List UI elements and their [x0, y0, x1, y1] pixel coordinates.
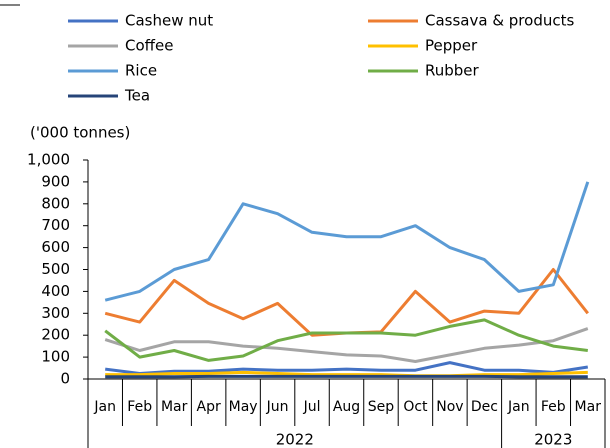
legend-label: Pepper: [425, 37, 478, 55]
y-tick-label: 1,000: [27, 151, 70, 169]
legend-label: Cashew nut: [125, 12, 213, 30]
series-line: [104, 268, 589, 337]
y-tick-label: 200: [41, 326, 70, 344]
x-tick-label: Jun: [266, 399, 289, 415]
y-tick-label: 300: [41, 304, 70, 322]
y-tick-label: 0: [60, 370, 70, 388]
y-tick-label: 700: [41, 216, 70, 234]
y-tick-label: 500: [41, 260, 70, 278]
x-tick-label: Jul: [303, 399, 321, 415]
series-line: [105, 361, 589, 375]
x-tick-label: Jan: [507, 399, 530, 415]
series-line: [105, 370, 588, 378]
legend-label: Rice: [125, 62, 157, 80]
x-tick-label: Aug: [333, 399, 360, 415]
series-line: [104, 181, 590, 302]
x-tick-label: Dec: [471, 399, 498, 415]
series-line: [104, 318, 588, 362]
x-tick-label: Jan: [93, 399, 116, 415]
series-line: [104, 327, 589, 363]
group-label: 2023: [534, 431, 572, 448]
legend-label: Cassava & products: [425, 12, 574, 30]
x-tick-label: Sep: [368, 399, 395, 415]
legend-label: Tea: [124, 87, 150, 105]
x-tick-label: Feb: [541, 399, 566, 415]
x-tick-label: Mar: [575, 399, 602, 415]
x-tick-label: Feb: [127, 399, 152, 415]
y-tick-label: 100: [41, 348, 70, 366]
legend-label: Coffee: [125, 37, 173, 55]
x-tick-label: May: [229, 399, 258, 415]
x-tick-label: Mar: [161, 399, 188, 415]
x-tick-label: Oct: [403, 399, 428, 415]
y-tick-label: 600: [41, 238, 70, 256]
group-label: 2022: [276, 431, 314, 448]
y-tick-label: 900: [41, 172, 70, 190]
y-tick-label: 800: [41, 194, 70, 212]
y-tick-label: 400: [41, 282, 70, 300]
x-tick-label: Apr: [197, 399, 221, 415]
y-unit-label: ('000 tonnes): [30, 124, 130, 142]
x-tick-label: Nov: [436, 399, 463, 415]
legend-label: Rubber: [425, 62, 480, 80]
